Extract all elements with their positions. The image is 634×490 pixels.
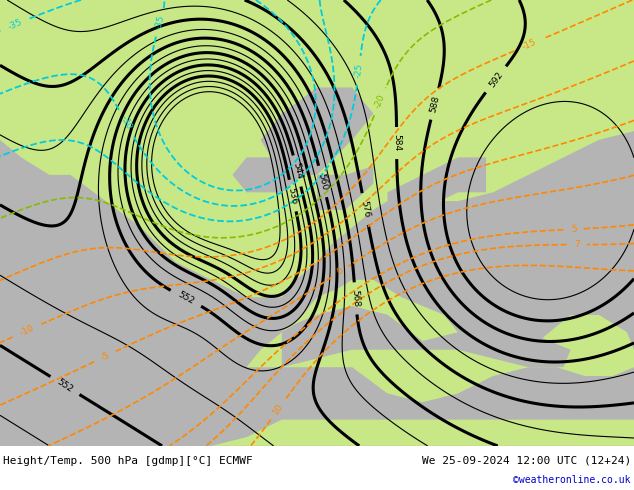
Polygon shape bbox=[281, 306, 571, 367]
Text: -20: -20 bbox=[373, 93, 387, 110]
Text: 10: 10 bbox=[271, 402, 285, 416]
Text: 5: 5 bbox=[571, 224, 577, 234]
Text: -30: -30 bbox=[119, 114, 133, 131]
Text: 588: 588 bbox=[429, 95, 441, 113]
Text: -25: -25 bbox=[354, 63, 364, 78]
Polygon shape bbox=[514, 315, 634, 376]
Text: 584: 584 bbox=[392, 134, 401, 151]
Text: -35: -35 bbox=[6, 18, 23, 32]
Polygon shape bbox=[0, 0, 634, 297]
Text: 592: 592 bbox=[487, 70, 505, 89]
Text: -35: -35 bbox=[154, 14, 166, 30]
Polygon shape bbox=[317, 166, 373, 210]
Text: 568: 568 bbox=[351, 290, 361, 307]
Text: -5: -5 bbox=[99, 350, 111, 363]
Polygon shape bbox=[514, 280, 613, 323]
Text: 552: 552 bbox=[55, 377, 75, 394]
Text: -10: -10 bbox=[18, 323, 36, 338]
Polygon shape bbox=[0, 26, 120, 175]
Polygon shape bbox=[247, 280, 528, 402]
Polygon shape bbox=[211, 419, 634, 446]
Polygon shape bbox=[106, 105, 155, 131]
Text: 0: 0 bbox=[335, 267, 345, 277]
Polygon shape bbox=[261, 87, 373, 175]
Polygon shape bbox=[275, 175, 331, 245]
Text: 536: 536 bbox=[287, 186, 299, 205]
Text: 552: 552 bbox=[176, 290, 195, 306]
Text: -15: -15 bbox=[521, 38, 538, 52]
Text: ©weatheronline.co.uk: ©weatheronline.co.uk bbox=[514, 475, 631, 485]
Text: Height/Temp. 500 hPa [gdmp][°C] ECMWF: Height/Temp. 500 hPa [gdmp][°C] ECMWF bbox=[3, 456, 253, 466]
Text: We 25-09-2024 12:00 UTC (12+24): We 25-09-2024 12:00 UTC (12+24) bbox=[422, 456, 631, 466]
Polygon shape bbox=[353, 70, 514, 193]
Text: 544: 544 bbox=[291, 162, 304, 180]
Polygon shape bbox=[233, 157, 303, 193]
Text: 560: 560 bbox=[316, 172, 329, 191]
Text: 7: 7 bbox=[574, 240, 579, 249]
Text: 576: 576 bbox=[359, 200, 371, 218]
Polygon shape bbox=[387, 157, 486, 210]
